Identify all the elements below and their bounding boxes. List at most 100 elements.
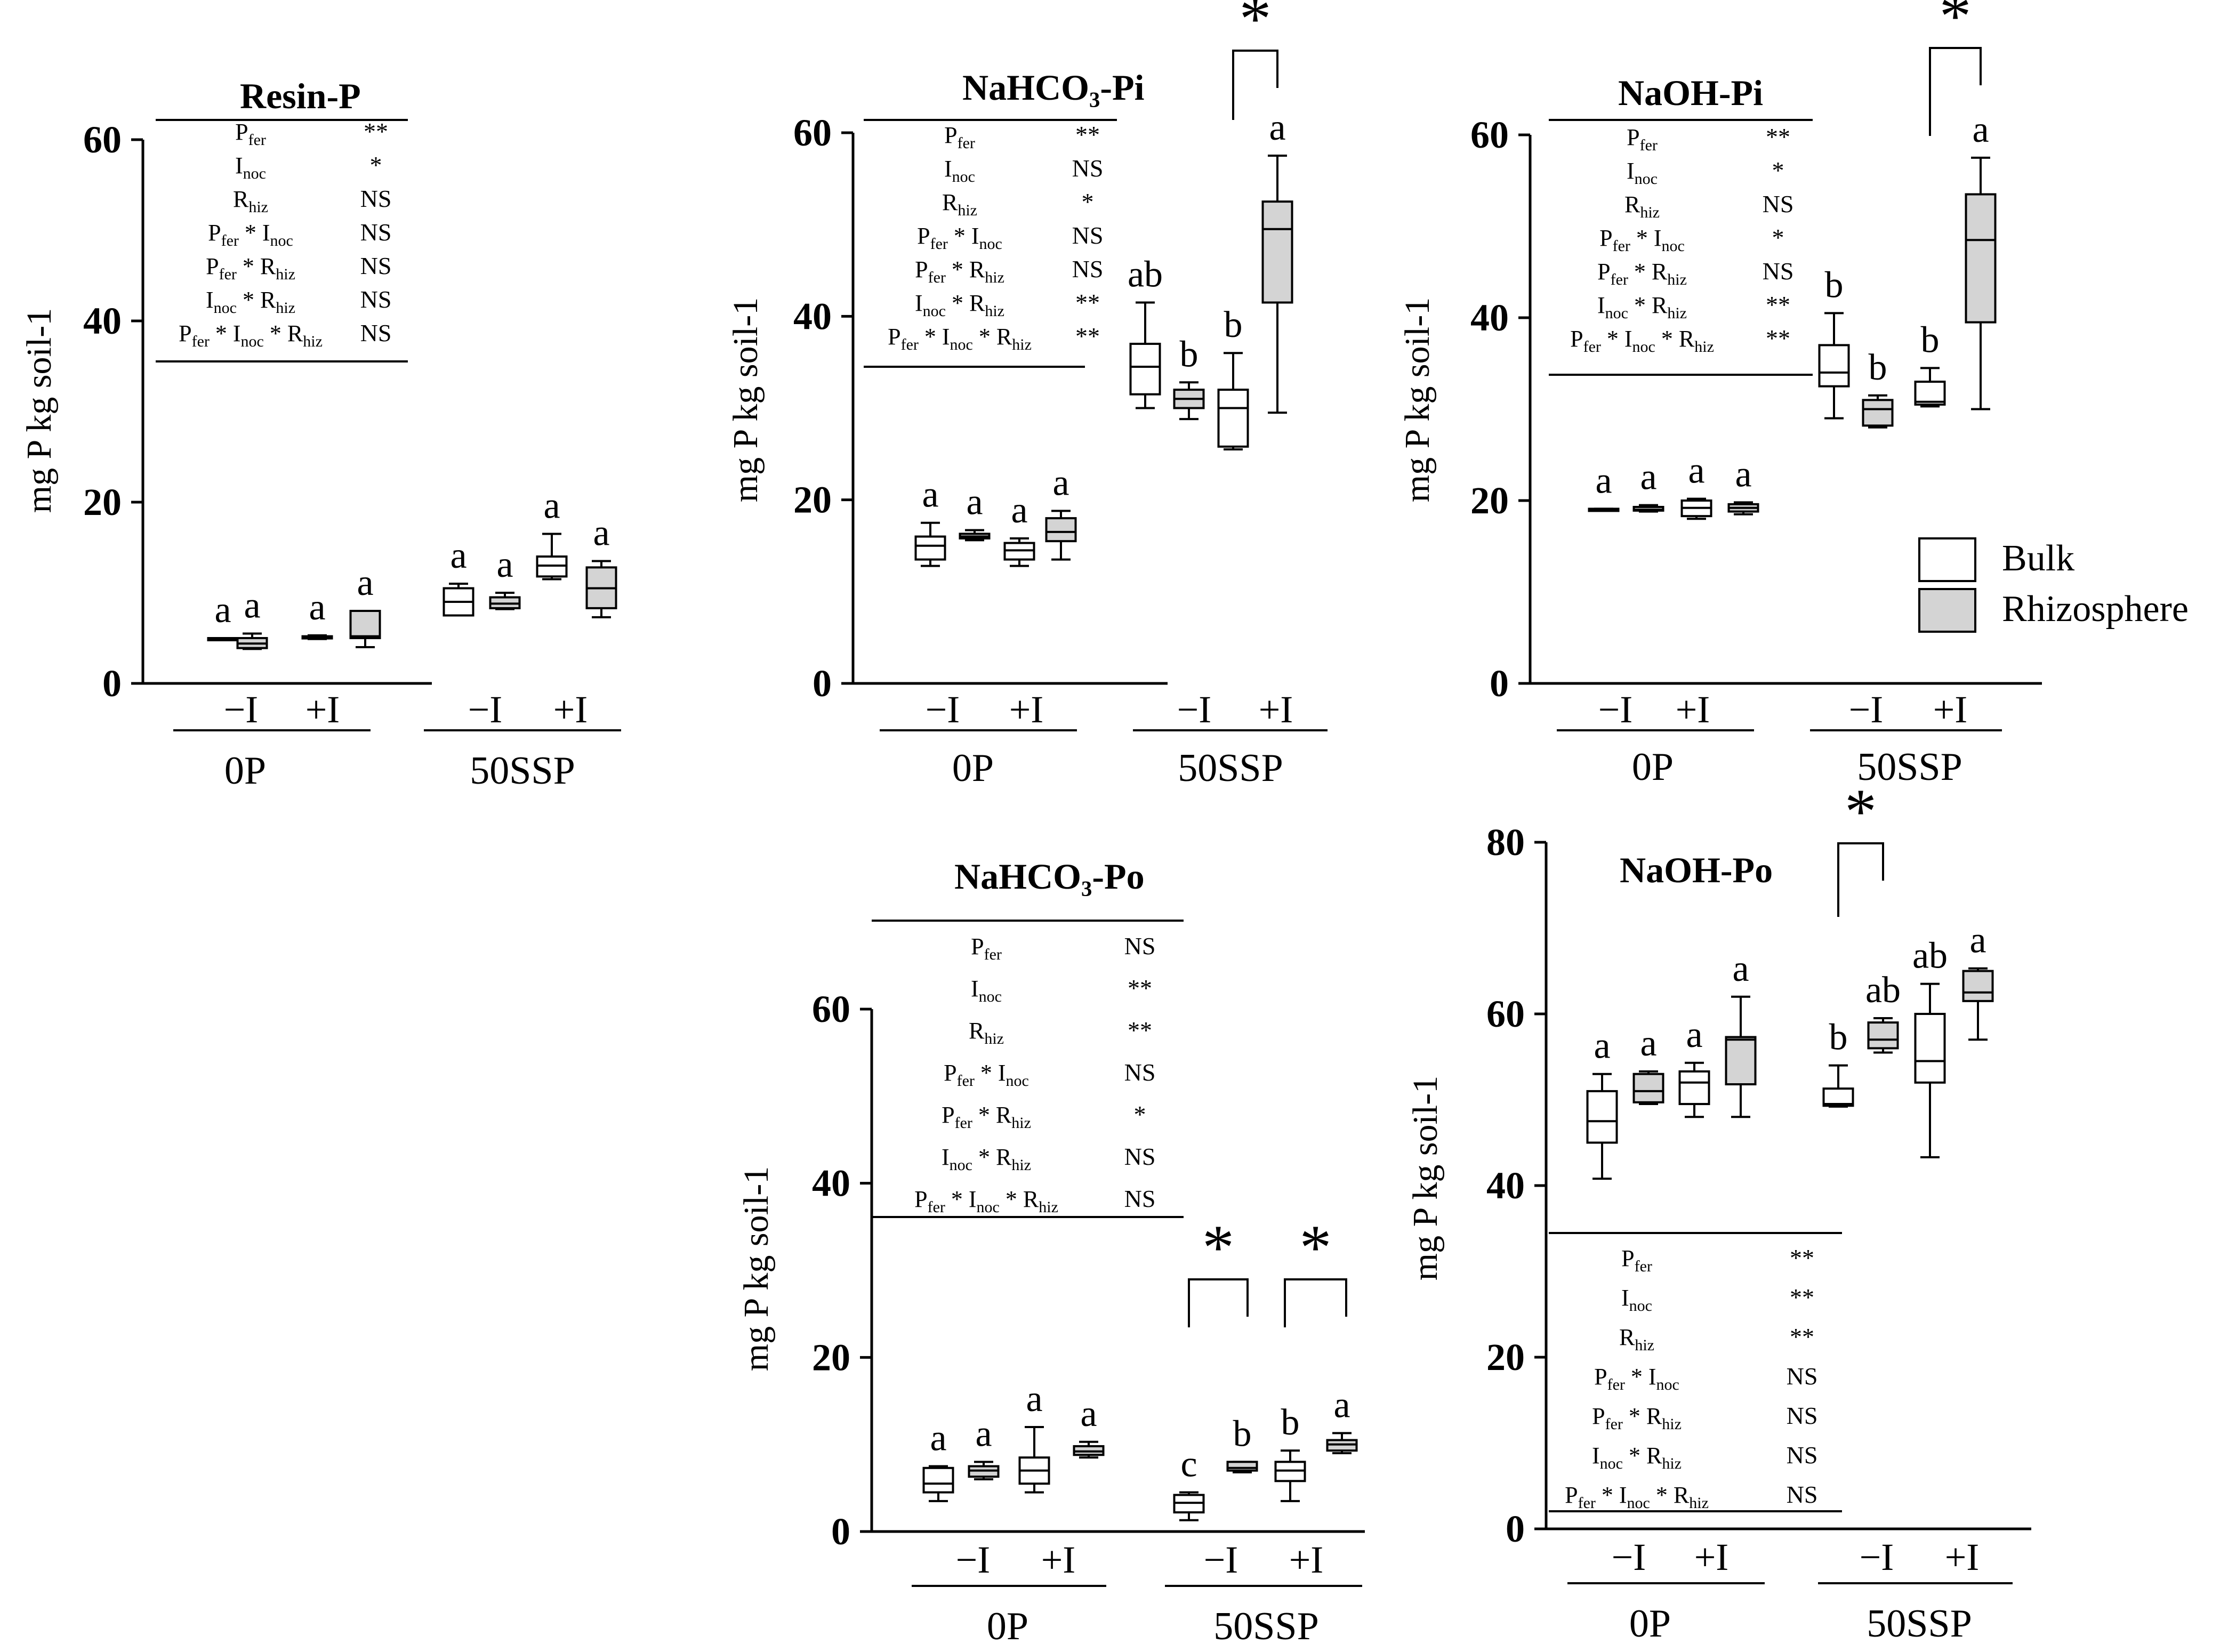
significance-star: * [1202,1212,1234,1283]
box-rhizosphere: a [489,544,521,610]
group-label: 0P [952,746,994,790]
stats-term: Inoc * Rhiz [206,287,295,317]
box-iqr [1586,1090,1618,1144]
y-tick-label: 20 [793,479,832,521]
stats-term: Inoc * Rhiz [915,290,1004,320]
box-rhizosphere: a [959,481,991,542]
stats-significance: NS [360,252,392,279]
box-rhizosphere: a [1632,457,1664,513]
stats-significance: NS [1787,1481,1818,1508]
significance-letter: a [922,474,938,515]
y-tick-label: 0 [813,662,832,705]
legend-swatch-bulk [1918,537,1976,582]
significance-star: * [1240,0,1272,54]
y-tick-label: 60 [812,988,850,1030]
legend-swatch-rhizosphere [1918,588,1976,633]
box-iqr [1261,200,1293,304]
significance-letter: a [1969,920,1986,961]
stats-term: Pfer * Rhiz [1592,1403,1682,1433]
group-label: 50SSP [1857,745,1962,789]
y-tick-label: 60 [793,111,832,154]
box-iqr [1045,517,1077,543]
significance-letter: b [1825,264,1844,305]
y-tick-label: 60 [83,118,122,161]
box-iqr [922,1466,954,1494]
inoculation-label: +I [305,688,340,731]
box-bulk: c [1173,1444,1205,1521]
significance-bracket [1929,47,1982,136]
stats-term: Rhiz [233,186,268,216]
stats-term: Rhiz [969,1018,1004,1047]
box-iqr [1867,1021,1899,1050]
y-tick-label: 0 [102,662,122,705]
box-rhizosphere: ab [1865,970,1901,1054]
significance-letter: b [1281,1402,1300,1443]
stats-term: Pfer * Inoc * Rhiz [914,1186,1058,1216]
significance-letter: a [309,587,325,628]
stats-significance: ** [364,118,388,145]
chart-title: NaOH-Po [1620,850,1773,890]
box-bulk: a [536,486,568,581]
significance-bracket [1837,842,1884,917]
significance-letter: a [1732,948,1749,989]
panel-naoh-po: 0 20 40 60 80 mg P kg soil-1 NaOH-Po Pfer ** Inoc… [1406,776,2031,1646]
significance-letter: a [593,513,609,554]
chart-title: Resin-P [240,76,361,116]
box-iqr [1862,399,1894,427]
group-label: 0P [1632,745,1674,789]
significance-letter: ab [1865,970,1901,1011]
stats-significance: NS [1787,1441,1818,1469]
box-bulk: a [1586,1026,1618,1180]
y-tick-label: 60 [1486,993,1525,1035]
stats-term: Pfer * Inoc * Rhiz [1570,326,1714,356]
significance-letter: a [543,486,560,527]
significance-letter: a [1026,1379,1042,1420]
significance-letter: a [1686,1014,1702,1055]
y-axis-label: mg P kg soil-1 [20,308,59,513]
box-iqr [1962,970,1994,1002]
stats-term: Inoc [235,152,266,182]
stats-significance: ** [1128,974,1152,1002]
significance-letter: a [450,535,466,576]
inoculation-label: +I [1694,1536,1729,1578]
stats-term: Inoc [1621,1285,1652,1315]
significance-letter: a [244,585,260,626]
stats-term: Pfer [944,122,975,152]
box-rhizosphere: a [1632,1023,1664,1106]
stats-term: Rhiz [942,189,977,219]
inoculation-label: +I [553,688,588,731]
y-tick-label: 40 [812,1162,850,1205]
y-tick-label: 20 [1470,479,1509,522]
inoculation-label: −I [956,1538,991,1581]
stats-significance: NS [1124,1185,1156,1212]
group-label: 0P [1629,1602,1671,1646]
stats-term: Pfer * Inoc [944,1060,1029,1090]
stats-term: Pfer * Inoc [1594,1364,1679,1393]
significance-letter: a [930,1418,946,1459]
y-tick-label: 0 [831,1510,850,1553]
legend-label: Bulk [2002,538,2074,579]
significance-letter: a [496,544,513,585]
stats-significance: NS [1072,222,1104,249]
box-rhizosphere: a [585,513,617,618]
y-axis-label: mg P kg soil-1 [726,297,765,502]
box-rhizosphere: a [1727,454,1759,515]
stats-significance: ** [1075,289,1100,316]
stats-significance: ** [1075,121,1100,148]
y-tick-label: 20 [1486,1336,1525,1379]
box-iqr [349,610,381,639]
box-bulk: a [1588,460,1620,512]
y-tick-label: 40 [1486,1164,1525,1207]
stats-term: Inoc [971,976,1002,1005]
box-bulk: b [1217,304,1249,450]
box-rhizosphere: a [1965,109,1997,410]
stats-significance: NS [1124,932,1156,960]
box-bulk: b [1818,264,1850,420]
significance-letter: ab [1128,254,1163,295]
stats-term: Inoc * Rhiz [942,1144,1031,1174]
stats-term: Rhiz [1624,191,1660,221]
stats-significance: NS [1072,155,1104,182]
stats-significance: NS [1787,1363,1818,1390]
box-bulk: ab [1912,936,1948,1158]
